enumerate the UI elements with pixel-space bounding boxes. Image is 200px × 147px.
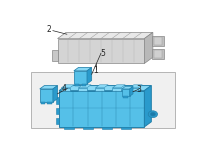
Circle shape <box>150 112 155 116</box>
Bar <box>31 72 175 128</box>
Polygon shape <box>53 86 58 102</box>
Text: 3: 3 <box>136 85 141 94</box>
Bar <box>56 118 59 124</box>
Polygon shape <box>112 85 125 88</box>
Polygon shape <box>130 85 142 88</box>
Bar <box>75 84 79 86</box>
Bar <box>83 127 93 129</box>
Bar <box>47 102 52 104</box>
Polygon shape <box>95 85 108 88</box>
Bar <box>95 88 104 91</box>
Polygon shape <box>40 86 58 89</box>
Polygon shape <box>59 86 151 91</box>
Bar <box>64 127 74 129</box>
Polygon shape <box>130 86 133 96</box>
Bar <box>58 39 144 64</box>
Text: 2: 2 <box>47 25 51 34</box>
Text: 4: 4 <box>62 84 67 93</box>
Polygon shape <box>74 67 92 71</box>
Polygon shape <box>87 67 92 84</box>
Bar <box>52 50 58 61</box>
Polygon shape <box>78 85 91 88</box>
Bar <box>40 89 53 102</box>
Text: 5: 5 <box>100 49 105 58</box>
Bar <box>154 50 162 58</box>
Bar <box>152 36 164 46</box>
Bar <box>152 49 164 59</box>
Bar <box>123 96 128 98</box>
Bar <box>74 71 87 84</box>
Text: 1: 1 <box>93 66 98 75</box>
Circle shape <box>148 111 158 118</box>
Polygon shape <box>61 85 74 88</box>
Polygon shape <box>144 32 153 64</box>
Bar <box>102 127 112 129</box>
Bar <box>122 89 130 96</box>
Bar <box>154 37 162 45</box>
Polygon shape <box>144 86 151 127</box>
Polygon shape <box>58 32 153 39</box>
Bar <box>121 127 131 129</box>
Bar <box>59 91 144 127</box>
Bar <box>56 108 59 114</box>
Polygon shape <box>122 86 133 89</box>
Bar <box>41 102 45 104</box>
Bar <box>130 88 138 91</box>
Bar <box>61 88 70 91</box>
Bar <box>82 84 86 86</box>
Bar <box>112 88 121 91</box>
Bar <box>78 88 87 91</box>
Bar <box>56 97 59 104</box>
